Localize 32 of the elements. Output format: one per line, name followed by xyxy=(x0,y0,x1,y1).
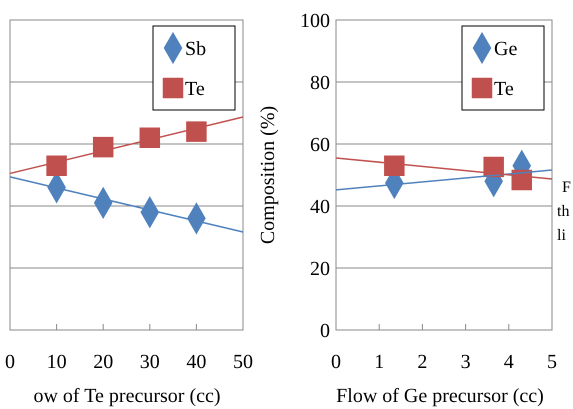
point xyxy=(92,136,114,158)
y-tick-label: 40 xyxy=(310,196,330,218)
text: th xyxy=(557,203,570,220)
x-tick-label: 0 xyxy=(5,351,15,373)
text: li xyxy=(557,227,566,244)
x-tick-label: 10 xyxy=(46,351,67,373)
x-tick-label: 20 xyxy=(93,351,114,373)
x-tick-label: 5 xyxy=(547,351,557,373)
legend-label: Te xyxy=(494,78,514,100)
point xyxy=(186,121,207,142)
y-tick-label: 80 xyxy=(310,72,330,94)
x-tick-label: 3 xyxy=(460,351,471,373)
point xyxy=(384,155,405,176)
y-tick-label: 100 xyxy=(300,10,330,32)
x-axis-title: Flow of Ge precursor (cc) xyxy=(336,385,544,407)
y-tick-label: 60 xyxy=(310,134,330,156)
legend-label: Sb xyxy=(185,38,206,60)
x-tick-label: 30 xyxy=(140,351,160,373)
legend-label: Ge xyxy=(494,38,518,60)
x-tick-label: 50 xyxy=(233,351,253,373)
x-tick-label: 40 xyxy=(186,351,206,373)
x-axis-title: ow of Te precursor (cc) xyxy=(33,385,221,407)
y-axis-title: Composition (%) xyxy=(257,106,279,244)
point xyxy=(140,128,160,148)
x-tick-label: 1 xyxy=(374,351,384,373)
y-tick-label: 0 xyxy=(320,320,330,342)
point xyxy=(46,155,67,176)
x-tick-label: 4 xyxy=(504,351,514,373)
legend-label: Te xyxy=(185,78,205,100)
x-tick-label: 2 xyxy=(417,351,428,373)
y-tick-label: 20 xyxy=(310,258,330,280)
text: F xyxy=(562,179,571,196)
